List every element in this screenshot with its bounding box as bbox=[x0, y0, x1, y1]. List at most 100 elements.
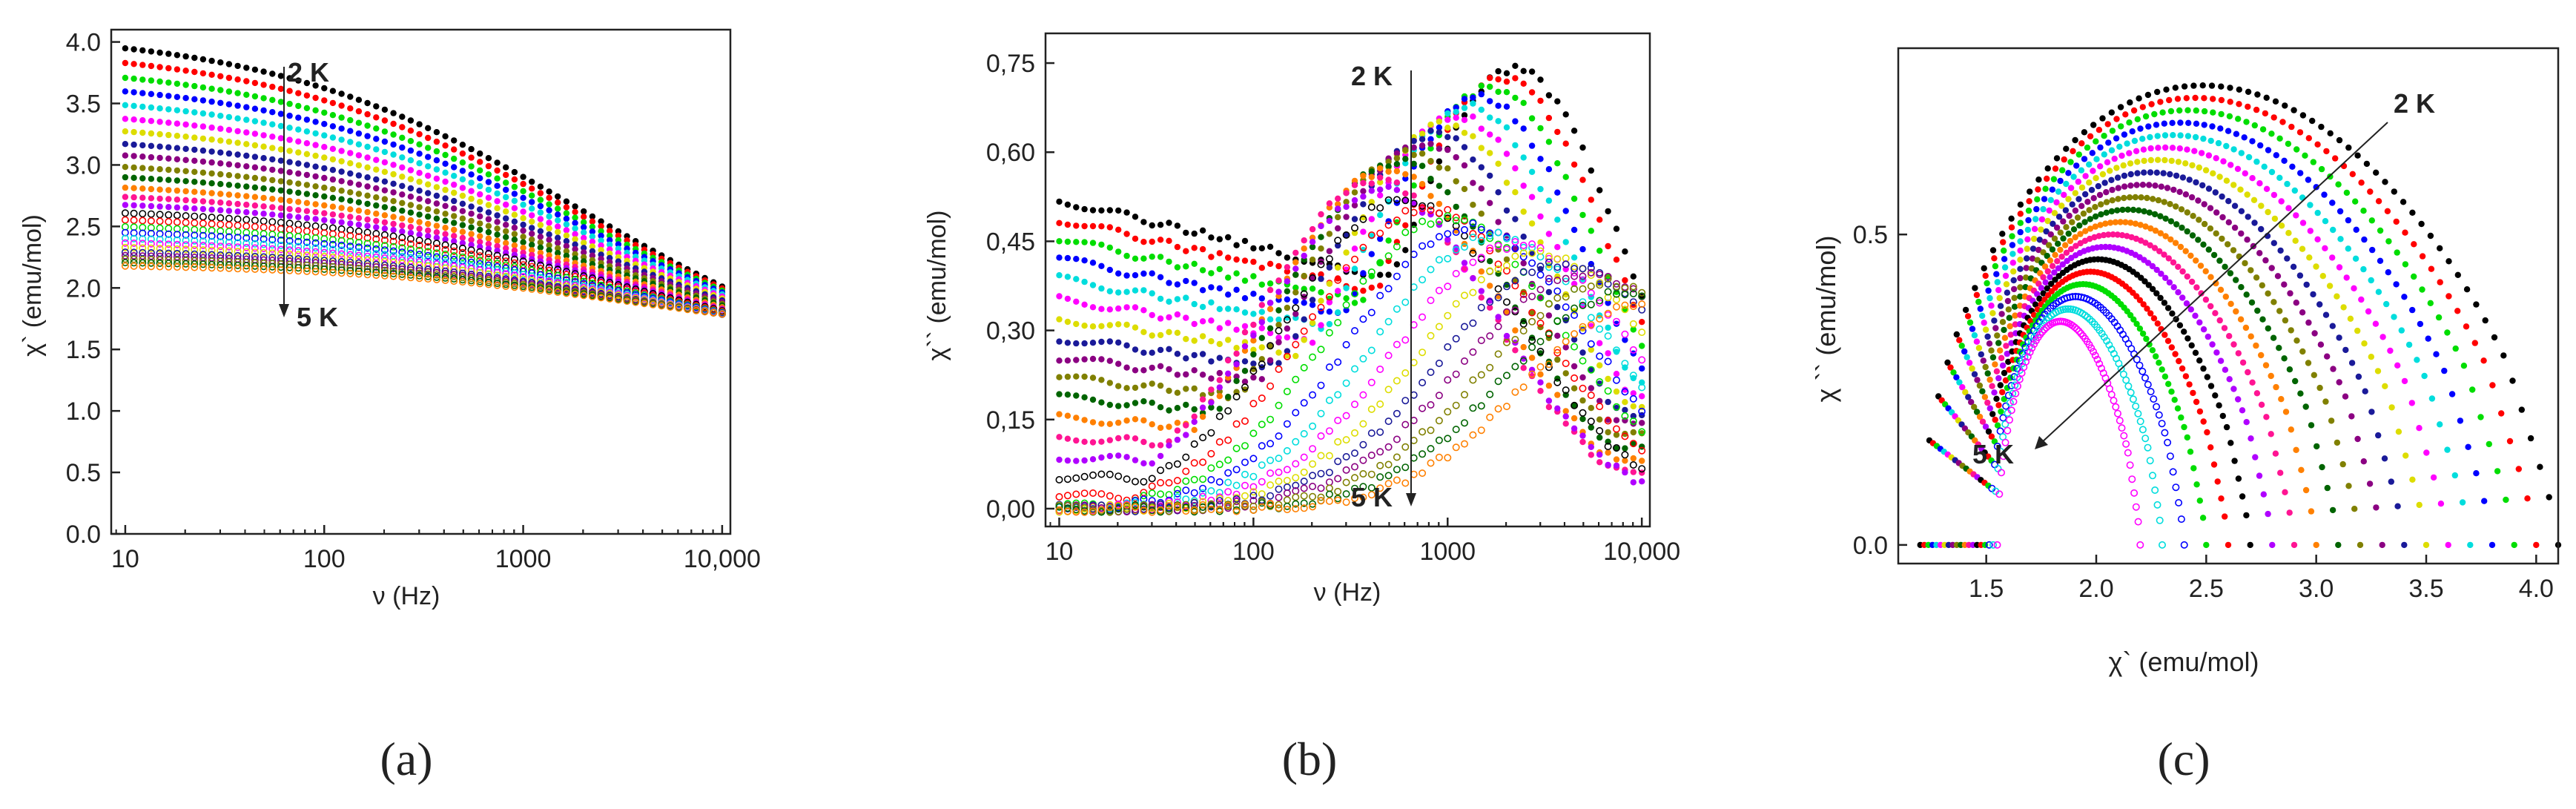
panel-a-label: (a) bbox=[380, 733, 432, 785]
panel-c-point bbox=[2272, 450, 2279, 457]
panel-a-point bbox=[485, 194, 492, 201]
panel-c-point bbox=[2169, 310, 2176, 317]
panel-b-point bbox=[1536, 294, 1545, 302]
panel-b-point bbox=[1182, 507, 1190, 515]
panel-b-point bbox=[1300, 290, 1308, 298]
panel-b-point bbox=[1106, 492, 1114, 500]
panel-c-point bbox=[2090, 195, 2097, 202]
panel-b-point bbox=[1360, 193, 1367, 200]
panel-c-point bbox=[1975, 345, 1983, 351]
panel-a-point bbox=[320, 268, 328, 276]
panel-a-point bbox=[389, 272, 397, 280]
panel-a-point bbox=[390, 162, 397, 168]
panel-c-point bbox=[2096, 233, 2102, 240]
panel-a-point bbox=[537, 202, 544, 210]
panel-a-frame bbox=[110, 28, 732, 535]
panel-a-point bbox=[182, 188, 189, 195]
panel-b-point bbox=[1089, 323, 1097, 330]
panel-a-point bbox=[380, 254, 389, 262]
panel-b-point bbox=[1089, 396, 1097, 403]
panel-b-point bbox=[1605, 208, 1611, 215]
panel-b-point bbox=[1495, 189, 1502, 196]
panel-c-point bbox=[2173, 221, 2180, 228]
panel-b-point bbox=[1604, 288, 1612, 296]
panel-b-point bbox=[1081, 301, 1088, 308]
panel-b-point bbox=[1470, 156, 1476, 163]
panel-c-point bbox=[2352, 198, 2359, 205]
panel-b-point bbox=[1123, 321, 1130, 328]
panel-a-point bbox=[311, 244, 320, 252]
panel-c-point bbox=[2201, 108, 2208, 115]
panel-b-point bbox=[1097, 490, 1106, 498]
panel-c-point bbox=[2177, 243, 2184, 251]
panel-a-point bbox=[312, 183, 319, 190]
panel-a-point bbox=[363, 268, 371, 276]
panel-c-point bbox=[2243, 512, 2250, 519]
panel-b-point bbox=[1266, 330, 1274, 337]
panel-b-point bbox=[1359, 243, 1367, 251]
panel-a-point bbox=[407, 167, 415, 174]
panel-a-point bbox=[122, 59, 129, 67]
panel-a-point bbox=[148, 142, 155, 149]
panel-a-point bbox=[338, 205, 345, 211]
panel-b-point bbox=[1588, 424, 1594, 431]
panel-a-point bbox=[122, 116, 129, 122]
panel-a-point bbox=[139, 202, 146, 209]
panel-a-point bbox=[191, 54, 198, 62]
panel-a-point bbox=[243, 209, 250, 216]
panel-a-point bbox=[338, 178, 345, 185]
panel-a-point bbox=[451, 213, 458, 219]
panel-a-point bbox=[510, 269, 518, 277]
panel-a-point bbox=[476, 256, 484, 264]
panel-a-point bbox=[398, 252, 406, 260]
panel-b-point bbox=[1317, 346, 1325, 354]
panel-a-point bbox=[148, 202, 155, 210]
panel-b-point bbox=[1444, 133, 1451, 140]
panel-c-point bbox=[2081, 237, 2089, 244]
panel-a-point bbox=[277, 219, 285, 227]
panel-b-point bbox=[1334, 458, 1342, 466]
panel-a-point bbox=[555, 254, 561, 261]
panel-c-point bbox=[2207, 303, 2214, 310]
panel-c-point bbox=[2222, 366, 2229, 373]
panel-b-point bbox=[1478, 288, 1485, 294]
panel-b-point bbox=[1427, 368, 1435, 376]
panel-c-point bbox=[2101, 151, 2107, 158]
panel-c-point bbox=[2216, 402, 2222, 409]
panel-b-point bbox=[1487, 283, 1493, 289]
panel-c-point bbox=[2035, 246, 2042, 254]
panel-a-point bbox=[139, 240, 147, 248]
panel-b-point bbox=[1596, 377, 1604, 386]
panel-b-point bbox=[1342, 340, 1350, 349]
panel-c-point bbox=[2423, 541, 2430, 549]
panel-a-point bbox=[425, 145, 432, 151]
panel-b-point bbox=[1106, 437, 1114, 443]
panel-b-point bbox=[1401, 463, 1410, 472]
panel-b-point bbox=[1537, 97, 1544, 105]
panel-c-point bbox=[2054, 258, 2061, 265]
panel-c-point bbox=[2394, 503, 2401, 509]
panel-c-point bbox=[2322, 218, 2329, 225]
panel-b-point bbox=[1275, 262, 1282, 270]
panel-a-point bbox=[416, 170, 423, 176]
panel-b-point bbox=[1233, 377, 1240, 384]
panel-b-point bbox=[1495, 76, 1502, 83]
panel-c-point bbox=[2055, 265, 2062, 271]
panel-a-point bbox=[121, 262, 129, 270]
panel-c-point bbox=[2219, 235, 2225, 242]
panel-c-point bbox=[2200, 241, 2207, 248]
panel-c-point bbox=[2198, 150, 2205, 156]
panel-a-point bbox=[416, 131, 423, 138]
panel-c-point bbox=[2072, 207, 2079, 214]
panel-b-point bbox=[1351, 300, 1358, 306]
panel-a-point bbox=[363, 228, 371, 237]
panel-b-point bbox=[1250, 311, 1257, 317]
panel-b-point bbox=[1258, 490, 1266, 498]
panel-b-point bbox=[1360, 172, 1367, 179]
panel-a-point bbox=[555, 223, 561, 230]
panel-a-point bbox=[156, 235, 164, 243]
panel-b-point bbox=[1604, 332, 1612, 340]
panel-b-point bbox=[1435, 359, 1443, 367]
panel-b-point bbox=[1241, 328, 1249, 336]
panel-a-point bbox=[424, 262, 432, 270]
